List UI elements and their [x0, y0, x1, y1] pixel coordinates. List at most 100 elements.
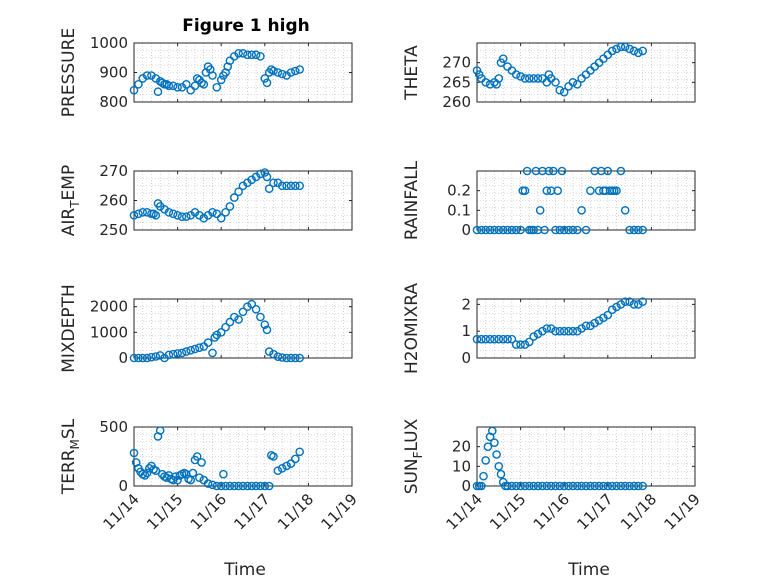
data-point	[629, 46, 639, 56]
data-point	[151, 210, 161, 220]
data-point	[533, 481, 543, 491]
data-point	[290, 454, 300, 464]
data-point	[607, 305, 617, 315]
y-tick-label: 20	[452, 438, 471, 456]
data-point	[634, 300, 643, 309]
data-point	[269, 66, 278, 76]
data-point	[168, 81, 178, 91]
data-point	[195, 343, 204, 353]
data-point	[538, 481, 547, 491]
data-point	[225, 481, 235, 491]
data-point	[538, 166, 547, 176]
data-point	[525, 481, 534, 491]
data-point	[494, 334, 504, 344]
data-point	[533, 74, 543, 83]
y-tick-label: 0.1	[447, 201, 471, 219]
data-point	[477, 334, 486, 344]
data-point	[597, 166, 606, 176]
y-tick-label: 270	[99, 162, 128, 180]
data-point	[557, 166, 567, 176]
data-point	[559, 481, 569, 491]
data-point	[208, 207, 217, 217]
data-point	[490, 438, 499, 448]
data-point	[629, 225, 639, 235]
y-axis-label: PRESSURE	[59, 28, 79, 117]
data-point	[277, 463, 287, 473]
data-point	[573, 481, 582, 491]
data-point	[290, 181, 300, 191]
data-point	[142, 468, 152, 478]
data-point	[181, 347, 191, 356]
data-point	[634, 48, 643, 58]
data-point	[221, 322, 230, 332]
panel-pressure: 800 900 1000 PRESSURE	[59, 28, 353, 117]
data-point	[516, 481, 525, 491]
y-axis-label: RAINFALL	[402, 160, 422, 240]
x-tick-label: 11/16	[187, 490, 230, 533]
data-point	[251, 481, 261, 491]
y-tick-label: 0	[461, 221, 471, 239]
data-point	[472, 334, 482, 344]
data-point	[525, 74, 534, 83]
data-point	[494, 461, 504, 471]
data-point	[564, 225, 573, 235]
data-point	[507, 334, 517, 344]
data-point	[538, 326, 547, 336]
data-point	[481, 225, 491, 235]
data-point	[620, 481, 630, 491]
data-point	[634, 481, 643, 491]
data-point	[168, 349, 178, 359]
data-point	[212, 83, 222, 92]
data-point	[295, 353, 305, 363]
data-point	[269, 349, 278, 359]
y-tick-label: 0	[118, 349, 128, 367]
data-point	[142, 71, 152, 80]
panel-terr-msl: 11/14 11/15 11/16 11/17 11/18 11/19 0 500 TERRMS…	[59, 418, 361, 533]
data-point	[138, 353, 147, 363]
y-tick-label: 2	[461, 295, 471, 313]
data-point	[529, 481, 539, 491]
data-point	[260, 320, 270, 330]
data-point	[581, 321, 591, 331]
data-point	[603, 166, 613, 176]
data-point	[494, 225, 504, 235]
y-tick-label: 1000	[90, 34, 128, 52]
data-point	[164, 207, 174, 217]
data-point	[229, 481, 239, 491]
data-point	[483, 442, 493, 452]
data-point	[581, 70, 591, 79]
x-axis-label-left: Time	[223, 560, 266, 580]
data-point	[581, 225, 591, 235]
data-point	[251, 50, 261, 60]
data-point	[277, 353, 287, 362]
data-point	[181, 212, 191, 221]
data-point	[555, 481, 565, 491]
data-point	[555, 225, 565, 235]
data-point	[247, 299, 256, 309]
data-point	[568, 225, 578, 235]
data-point	[212, 209, 222, 219]
data-point	[186, 345, 195, 355]
data-point	[496, 469, 506, 479]
panel-h2omixra: 0 1 2 H2OMIXRA	[402, 283, 696, 374]
data-point	[234, 187, 243, 196]
y-tick-label: 0	[461, 349, 471, 367]
y-tick-label: 500	[99, 418, 128, 436]
data-point	[553, 186, 563, 195]
data-point	[149, 209, 158, 219]
data-point	[197, 458, 206, 467]
figure-title: Figure 1 high	[182, 16, 310, 36]
data-point	[134, 209, 143, 219]
data-point	[286, 459, 296, 468]
data-point	[481, 334, 491, 344]
x-axis-label-right: Time	[567, 560, 610, 580]
data-point	[221, 207, 230, 217]
data-point	[599, 313, 608, 323]
data-point	[494, 74, 504, 83]
data-point	[549, 166, 558, 176]
data-point	[147, 352, 156, 362]
data-point	[260, 74, 270, 83]
data-point	[555, 326, 565, 336]
data-point	[544, 166, 554, 176]
